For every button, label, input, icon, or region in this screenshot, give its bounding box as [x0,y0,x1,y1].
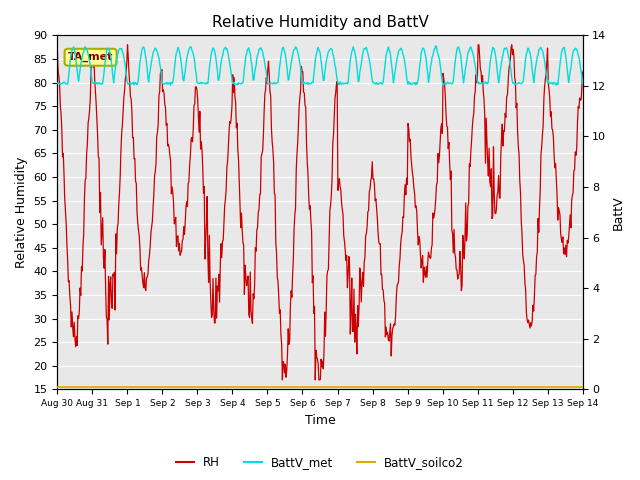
Title: Relative Humidity and BattV: Relative Humidity and BattV [212,15,428,30]
Y-axis label: BattV: BattV [612,195,625,229]
Legend: RH, BattV_met, BattV_soilco2: RH, BattV_met, BattV_soilco2 [172,452,468,474]
Y-axis label: Relative Humidity: Relative Humidity [15,156,28,268]
Text: TA_met: TA_met [68,52,113,62]
X-axis label: Time: Time [305,414,335,427]
